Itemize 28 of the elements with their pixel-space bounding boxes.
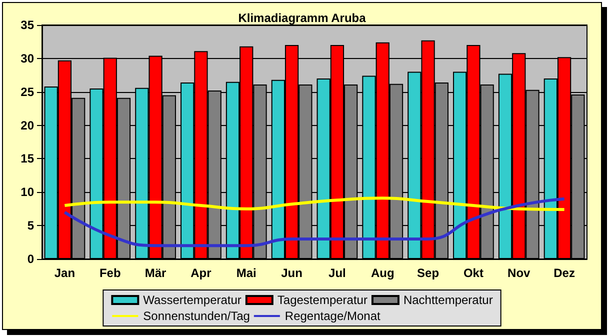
- y-tick-label: 20: [20, 118, 34, 132]
- y-tick-label: 15: [20, 152, 34, 166]
- x-tick-label: Apr: [190, 266, 212, 280]
- x-tick-label: Aug: [370, 266, 394, 280]
- y-tick-label: 5: [27, 218, 34, 233]
- x-tick-label: Nov: [508, 266, 531, 280]
- x-tick-label: Jul: [328, 266, 346, 280]
- y-tick-label: 25: [20, 84, 34, 99]
- x-tick-label: Sep: [417, 266, 440, 280]
- x-tick-label: Jun: [281, 266, 302, 280]
- x-tick-label: Jan: [54, 266, 76, 280]
- y-tick-label: 30: [20, 51, 34, 66]
- x-tick-label: Mai: [236, 266, 256, 280]
- legend-label: Tagestemperatur: [277, 293, 368, 307]
- line-series: [63, 197, 566, 248]
- legend-label: Sonnenstunden/Tag: [143, 309, 250, 323]
- line-series: [63, 196, 566, 212]
- y-tick-label: 10: [20, 185, 34, 200]
- legend-label: Nachttemperatur: [403, 293, 493, 307]
- x-tick-label: Okt: [463, 266, 484, 280]
- legend-label: Regentage/Monat: [284, 309, 381, 323]
- x-tick-label: Dez: [554, 266, 575, 280]
- y-tick-label: 0: [27, 252, 34, 266]
- legend-label: Wassertemperatur: [143, 293, 242, 307]
- chart-title: Klimadiagramm Aruba: [238, 11, 366, 25]
- x-tick-label: Mär: [144, 266, 167, 280]
- y-tick-label: 35: [20, 18, 34, 32]
- x-tick-label: Feb: [99, 266, 121, 280]
